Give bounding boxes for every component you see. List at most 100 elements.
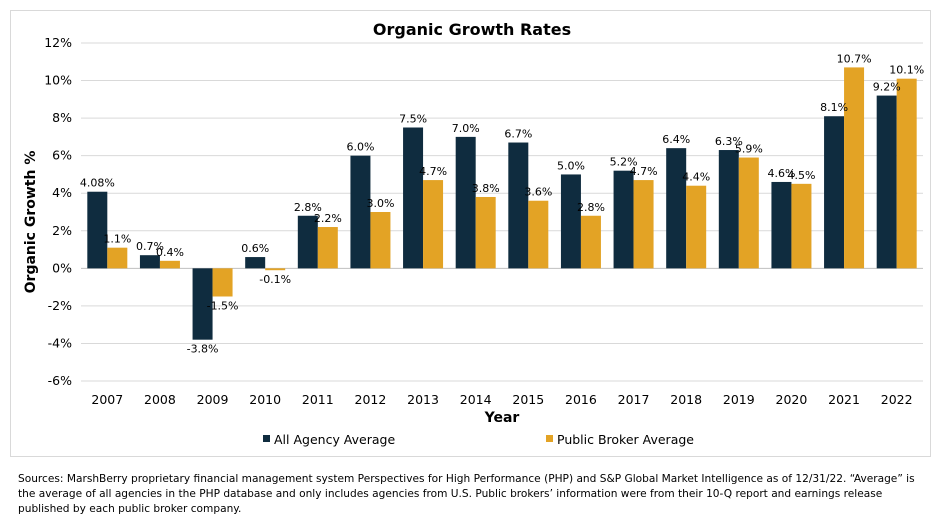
data-label: 3.8% [472, 182, 500, 195]
data-label: 6.3% [715, 135, 743, 148]
data-label: 0.6% [241, 242, 269, 255]
data-label: 4.08% [80, 177, 115, 190]
bar-public-broker [475, 196, 496, 269]
y-tick-label: 12% [44, 35, 72, 50]
y-tick-label: -4% [48, 335, 72, 350]
x-tick-label: 2017 [618, 392, 650, 407]
data-label: 7.5% [399, 113, 427, 126]
bar-public-broker [844, 67, 865, 269]
y-tick-label: 8% [52, 110, 72, 125]
bar-public-broker [159, 260, 180, 269]
bar-all-agency [297, 215, 318, 269]
bar-public-broker [370, 212, 391, 269]
bar-all-agency [508, 142, 529, 269]
x-tick-label: 2008 [144, 392, 176, 407]
data-label: 2.8% [577, 201, 605, 214]
legend: All Agency Average Public Broker Average [263, 432, 694, 447]
data-labels: 4.08% 1.1% 0.7%0.4% -3.8% -1.5% 0.6% -0.1% 2.8%… [80, 52, 924, 355]
x-axis-title: Year [484, 410, 520, 426]
bar-all-agency [350, 155, 371, 269]
bar-all-agency [718, 150, 739, 269]
bar-all-agency [771, 181, 792, 269]
data-label: 8.1% [820, 101, 848, 114]
x-tick-label: 2018 [670, 392, 702, 407]
bar-public-broker [686, 185, 707, 269]
data-label: 6.4% [662, 133, 690, 146]
x-tick-label: 2016 [565, 392, 597, 407]
bar-all-agency [139, 255, 160, 269]
x-tick-label: 2007 [91, 392, 123, 407]
y-axis-title: Organic Growth % [23, 151, 39, 294]
x-tick-label: 2020 [776, 392, 808, 407]
sources-footnote: Sources: MarshBerry proprietary financia… [18, 473, 915, 515]
data-label: 5.9% [735, 143, 763, 156]
bar-all-agency [876, 95, 897, 269]
data-label: -3.8% [187, 343, 219, 356]
bar-public-broker [633, 180, 654, 269]
data-label: 5.2% [610, 156, 638, 169]
y-tick-label: 6% [52, 148, 72, 163]
legend-label: All Agency Average [274, 432, 395, 447]
bar-all-agency [87, 191, 108, 269]
data-label: 4.7% [630, 165, 658, 178]
x-tick-label: 2010 [249, 392, 281, 407]
bar-public-broker [791, 183, 812, 269]
legend-label: Public Broker Average [557, 432, 694, 447]
x-tick-label: 2009 [197, 392, 229, 407]
bar-public-broker [317, 227, 338, 269]
x-tick-label: 2014 [460, 392, 492, 407]
bars [87, 67, 917, 340]
data-label: 4.7% [419, 165, 447, 178]
data-label: 2.8% [294, 201, 322, 214]
bar-all-agency [192, 268, 213, 340]
organic-growth-chart: Organic Growth Rates Organic Growth % Ye… [23, 20, 924, 447]
data-label: 3.0% [366, 197, 394, 210]
bar-all-agency [245, 257, 266, 269]
data-label: 0.7% [136, 240, 164, 253]
bar-public-broker [580, 215, 601, 269]
bar-public-broker [212, 268, 233, 297]
data-label: 9.2% [873, 81, 901, 94]
data-label: 2.2% [314, 212, 342, 225]
data-label: 0.4% [156, 246, 184, 259]
bar-public-broker [265, 268, 286, 271]
x-tick-label: 2021 [828, 392, 860, 407]
bar-public-broker [528, 200, 549, 269]
legend-swatch [263, 435, 270, 442]
x-tick-label: 2012 [355, 392, 387, 407]
chart-title: Organic Growth Rates [373, 20, 571, 39]
bar-public-broker [896, 78, 917, 269]
x-tick-label: 2013 [407, 392, 439, 407]
data-label: 4.6% [767, 167, 795, 180]
gridlines [81, 42, 923, 382]
data-label: -0.1% [259, 273, 291, 286]
data-label: 5.0% [557, 159, 585, 172]
y-tick-label: 2% [52, 223, 72, 238]
data-label: 3.6% [524, 186, 552, 199]
bar-public-broker [423, 180, 444, 269]
bar-all-agency [613, 170, 634, 269]
data-label: -1.5% [207, 300, 239, 313]
bar-all-agency [560, 174, 581, 269]
data-label: 4.5% [787, 169, 815, 182]
y-tick-label: -6% [48, 373, 72, 388]
chart-frame: Organic Growth Rates Organic Growth % Ye… [10, 10, 931, 457]
x-tick-label: 2011 [302, 392, 334, 407]
y-tick-label: 10% [44, 73, 72, 88]
bar-all-agency [824, 116, 845, 269]
data-label: 6.7% [504, 128, 532, 141]
y-tick-labels: -6% -4% -2% 0% 2% 4% 6% 8% 10% 12% [44, 35, 72, 388]
data-label: 4.4% [682, 171, 710, 184]
data-label: 7.0% [452, 122, 480, 135]
bar-public-broker [107, 247, 128, 269]
data-label: 10.7% [837, 52, 872, 65]
x-tick-label: 2015 [512, 392, 544, 407]
data-label: 6.0% [346, 141, 374, 154]
y-tick-label: 4% [52, 185, 72, 200]
legend-swatch [546, 435, 553, 442]
data-label: 1.1% [103, 233, 131, 246]
x-tick-label: 2019 [723, 392, 755, 407]
y-tick-label: -2% [48, 298, 72, 313]
y-tick-label: 0% [52, 260, 72, 275]
bar-all-agency [403, 127, 424, 269]
